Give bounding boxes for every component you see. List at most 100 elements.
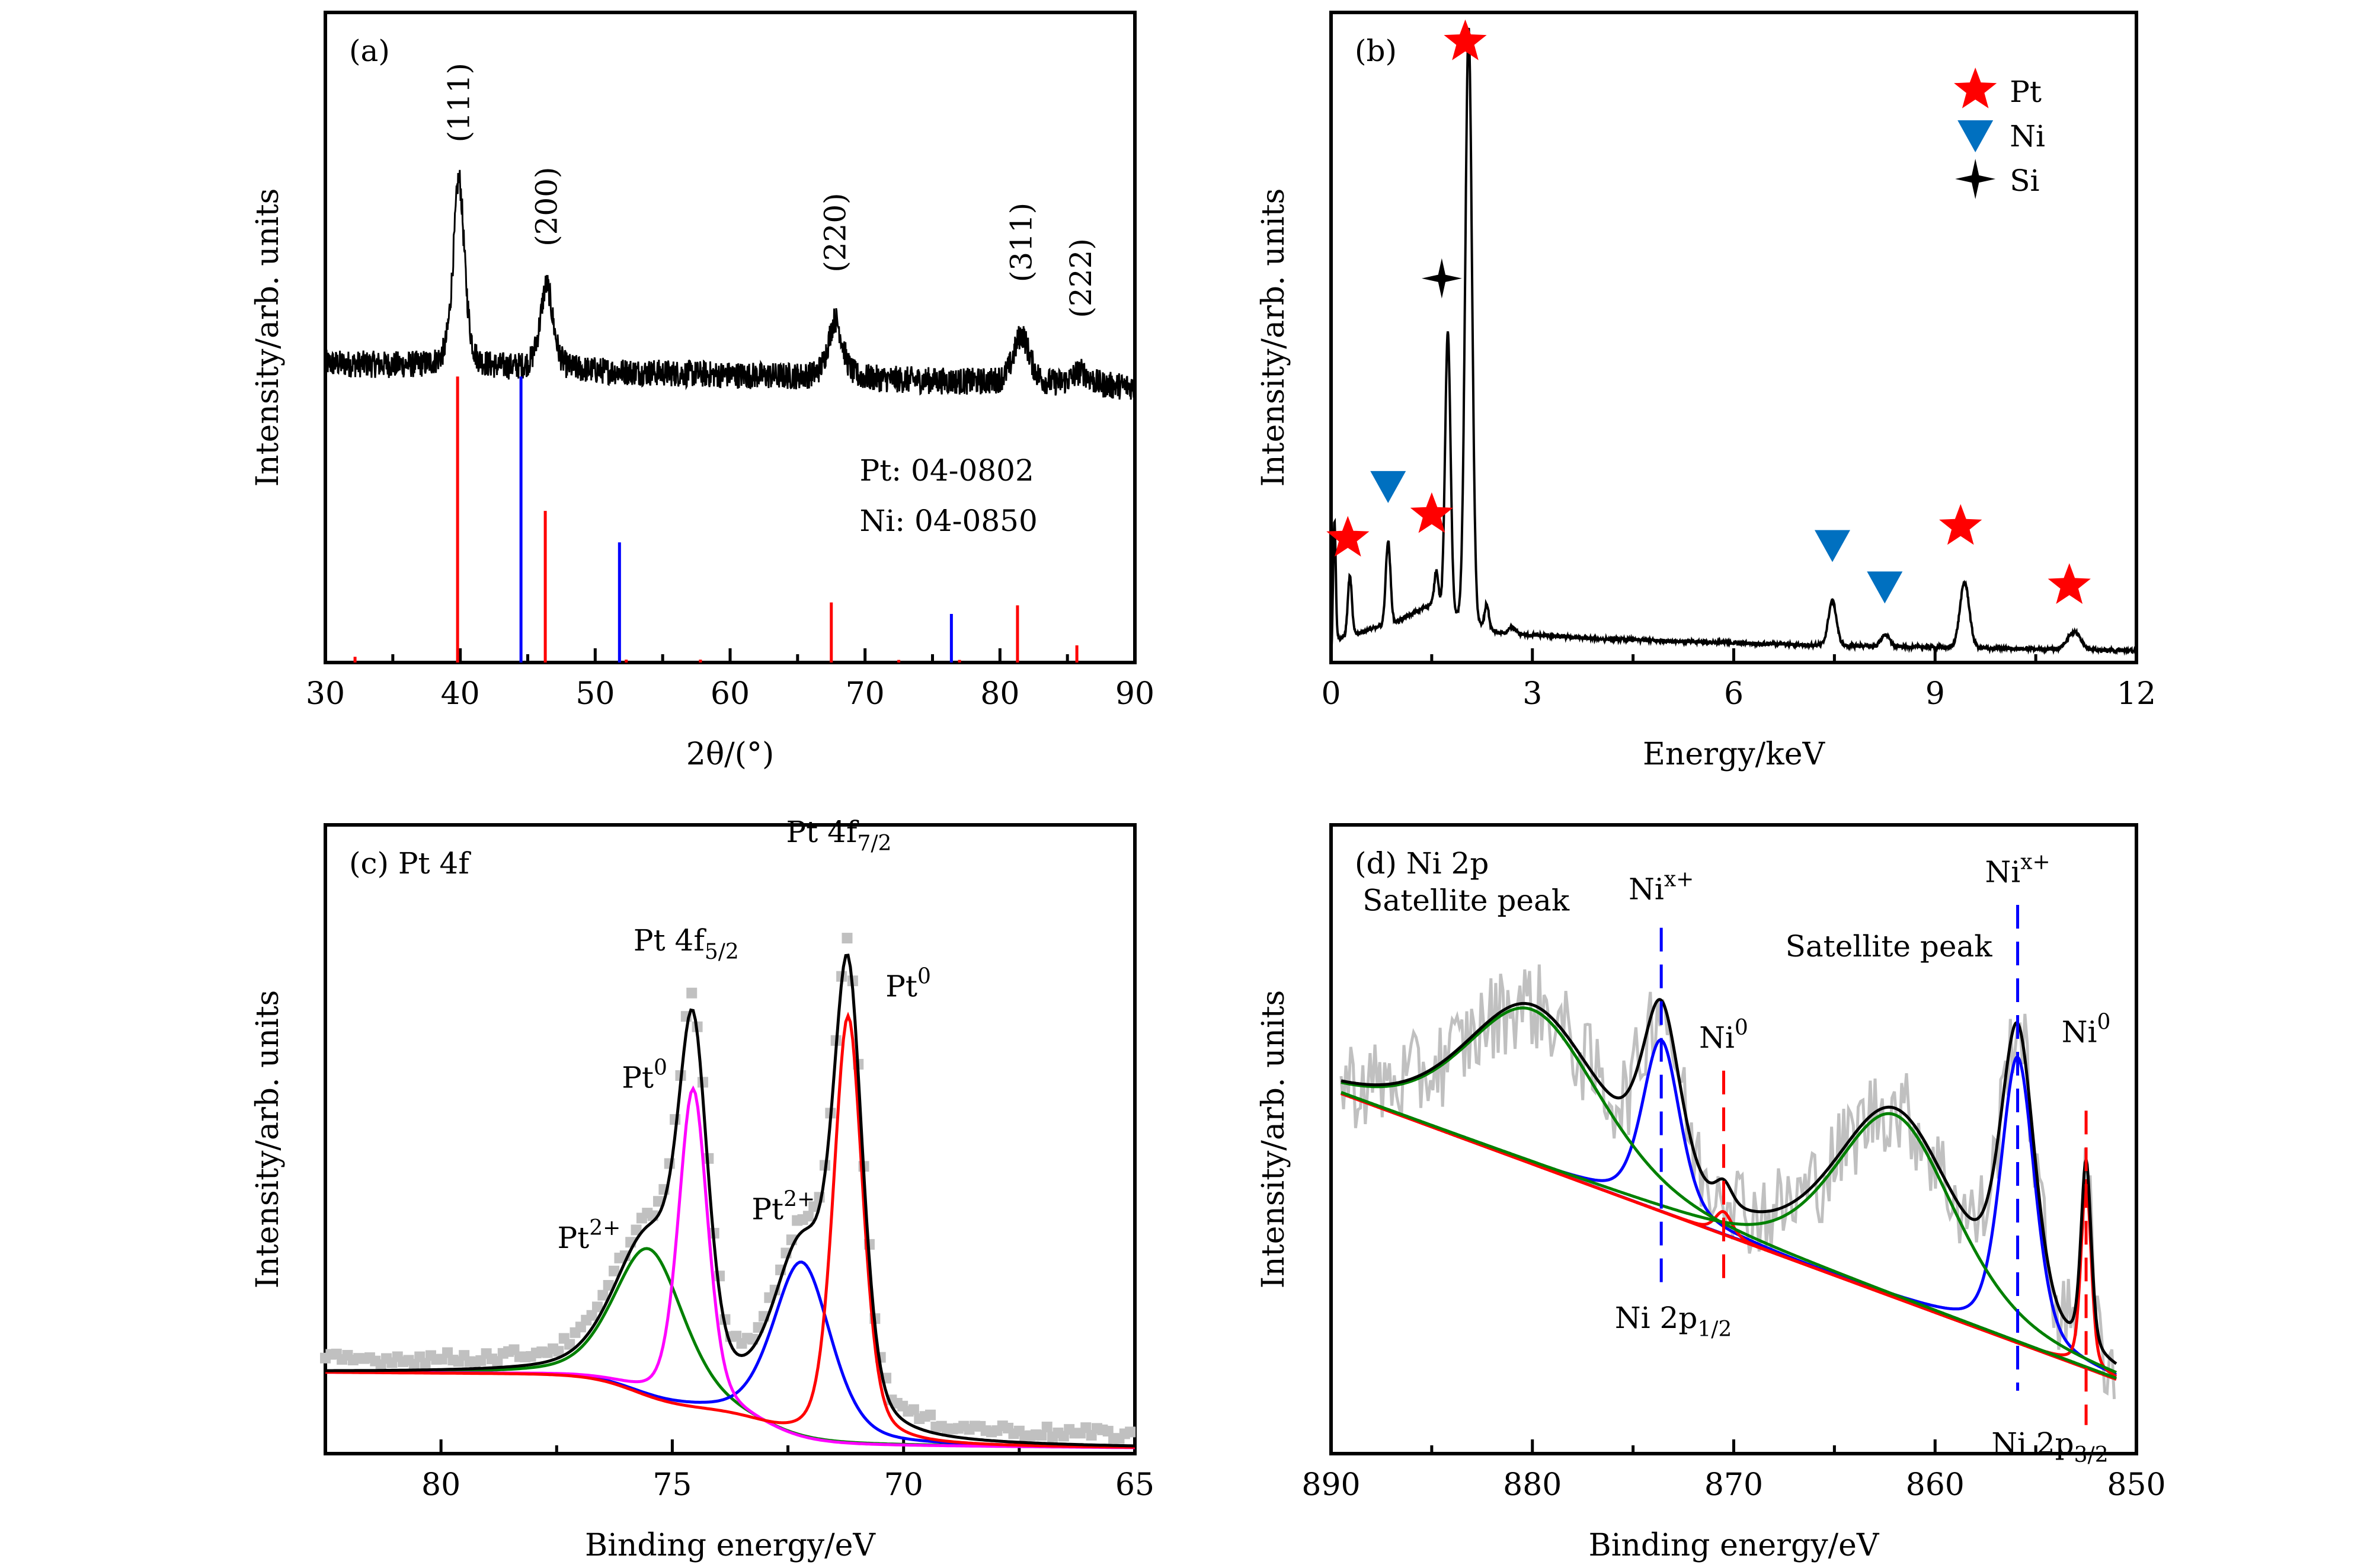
y-axis-title: Intensity/arb. units: [1256, 188, 1291, 487]
pt-peak-marker: [1410, 492, 1453, 533]
peak-annotation: Pt 4f7/2: [786, 815, 891, 856]
reference-card-label: Ni: 04-0850: [860, 504, 1038, 538]
x-axis-title: Binding energy/eV: [585, 1528, 876, 1563]
reference-card-label: Pt: 04-0802: [860, 453, 1034, 488]
legend-label: Si: [2010, 164, 2039, 198]
peak-annotation: Pt 4f5/2: [634, 923, 739, 964]
annotation-subscript: 1/2: [1697, 1317, 1732, 1342]
annotation-superscript: 0: [2097, 1010, 2110, 1035]
x-tick-label: 80: [421, 1467, 460, 1503]
annotation-superscript: x+: [2020, 850, 2050, 874]
peak-miller-index-label: (222): [1064, 238, 1098, 318]
y-axis-title: Intensity/arb. units: [250, 188, 286, 487]
legend-label: Pt: [2010, 75, 2042, 109]
annotation-text: Pt: [751, 1192, 783, 1227]
peak-annotation: Ni0: [2062, 1010, 2111, 1049]
peak-annotation: Pt0: [885, 964, 931, 1003]
panel-a-xrd: 30 40 50 60 70 80 90 2θ/(°) Intensity/arb. units…: [250, 11, 1154, 772]
annotation-text: Ni 2p: [1615, 1301, 1697, 1335]
panel-label: (a): [349, 34, 390, 68]
raw-data-point: [1041, 1422, 1053, 1433]
annotation-text: Pt 4f: [634, 923, 706, 958]
peak-annotation: Ni 2p1/2: [1615, 1301, 1732, 1342]
fit-component-pt0-72: [325, 1012, 1135, 1449]
peak-miller-index-label: (311): [1005, 203, 1039, 282]
annotation-superscript: x+: [1664, 867, 1694, 891]
x-tick-label: 0: [1321, 676, 1341, 712]
annotation-text: Ni: [1629, 872, 1664, 906]
x-tick-label: 50: [575, 676, 615, 712]
raw-data-point: [609, 1265, 620, 1276]
x-tick-label: 860: [1906, 1467, 1965, 1503]
raw-data-point: [802, 1211, 814, 1222]
x-tick-label: 70: [846, 676, 885, 712]
raw-data-point: [591, 1301, 603, 1313]
fit-total-line: [1341, 998, 2117, 1365]
x-tick-label: 3: [1522, 676, 1542, 712]
fit-component-ni-0: [1341, 1092, 2117, 1378]
x-tick-label: 80: [980, 676, 1019, 712]
annotation-text: Pt: [622, 1061, 654, 1095]
x-axis-title: 2θ/(°): [686, 737, 774, 772]
annotation-superscript: 0: [1735, 1016, 1748, 1040]
x-tick-label: 75: [652, 1467, 692, 1503]
pt-peak-marker: [1444, 19, 1487, 60]
peak-annotation: Nix+: [1985, 850, 2050, 889]
panel-label: (b): [1355, 34, 1397, 68]
fit-total-line: [325, 953, 1135, 1448]
plot-frame: [324, 823, 1137, 1455]
x-tick-label: 40: [441, 676, 480, 712]
raw-data-point: [492, 1356, 503, 1367]
x-tick-label: 880: [1503, 1467, 1562, 1503]
x-tick-label: 90: [1115, 676, 1154, 712]
peak-annotation: Satellite peak: [1786, 929, 1993, 964]
raw-data-point: [925, 1409, 936, 1420]
raw-data-point: [808, 1201, 820, 1212]
si-peak-marker: [1421, 258, 1462, 299]
peak-annotation: Pt0: [622, 1056, 667, 1095]
fit-component-ni-sat: [1341, 1091, 2117, 1374]
x-tick-label: 850: [2107, 1467, 2165, 1503]
raw-data-point: [597, 1289, 609, 1301]
x-tick-label: 70: [884, 1467, 923, 1503]
peak-miller-index-label: (111): [442, 63, 476, 142]
pt-peak-marker: [1939, 504, 1982, 545]
annotation-subscript: 3/2: [2074, 1443, 2109, 1467]
annotation-subscript: 5/2: [705, 940, 739, 964]
x-tick-label: 60: [711, 676, 750, 712]
raw-data-point: [564, 1339, 575, 1350]
x-tick-label: 65: [1115, 1467, 1154, 1503]
plot-frame: [324, 11, 1137, 664]
x-tick-label: 890: [1301, 1467, 1360, 1503]
raw-data-point: [1125, 1426, 1136, 1438]
raw-data-point: [603, 1280, 614, 1291]
x-axis-title: Energy/keV: [1643, 737, 1826, 772]
x-tick-label: 9: [1925, 676, 1945, 712]
x-axis-title: Binding energy/eV: [1589, 1528, 1880, 1563]
raw-data-point: [653, 1196, 664, 1207]
raw-data-point: [1036, 1430, 1047, 1441]
annotation-text: Satellite peak: [1786, 929, 1993, 964]
y-axis-title: Intensity/arb. units: [1256, 990, 1291, 1289]
fit-component-pt0-52: [325, 1085, 1135, 1449]
plot-frame: [1329, 823, 2138, 1455]
ni-peak-marker: [1814, 530, 1850, 562]
peak-annotation: Pt2+: [751, 1188, 815, 1227]
x-tick-label: 870: [1704, 1467, 1763, 1503]
ni-peak-marker: [1867, 571, 1903, 604]
annotation-text: Pt: [558, 1221, 590, 1255]
peak-annotation: Satellite peak: [1362, 884, 1570, 918]
fit-component-ni-sat: [1341, 1006, 2117, 1380]
raw-data-point: [686, 987, 698, 999]
raw-data-point: [586, 1310, 597, 1321]
pt-peak-marker: [2048, 563, 2091, 604]
raw-data-point: [842, 933, 853, 944]
peak-annotation: Ni0: [1699, 1016, 1748, 1055]
annotation-superscript: 2+: [589, 1216, 620, 1240]
peak-miller-index-label: (220): [818, 193, 853, 272]
annotation-text: Pt 4f: [786, 815, 859, 849]
raw-data-line: [1339, 964, 2116, 1400]
annotation-text: Pt: [885, 969, 917, 1003]
pt-peak-marker: [1326, 516, 1370, 557]
